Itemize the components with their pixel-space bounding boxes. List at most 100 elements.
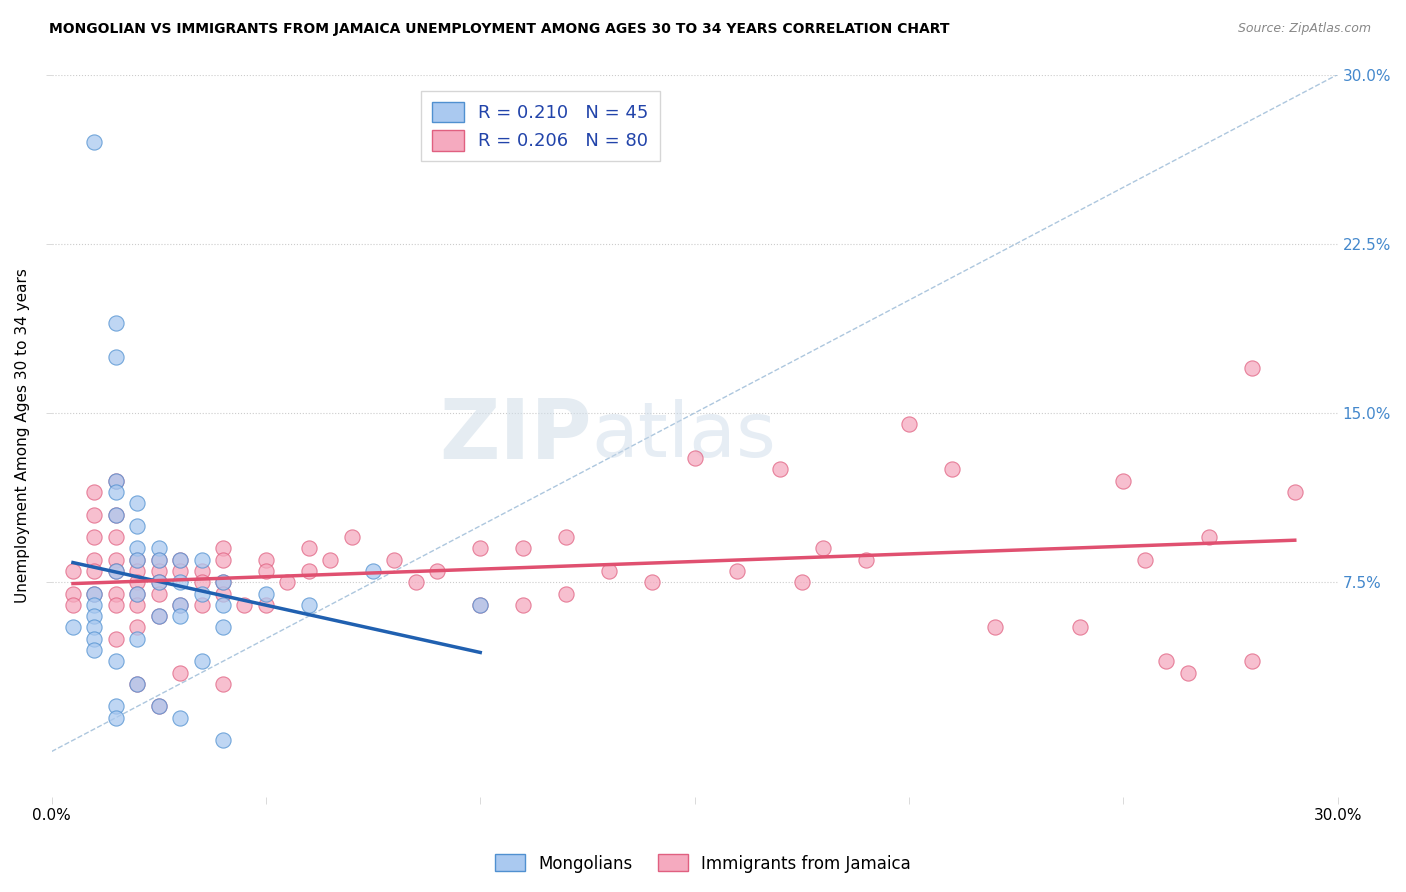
Point (1133, 552, 1156, 566)
Point (1112, 474, 1135, 488)
Point (148, 699, 170, 714)
Point (254, 598, 277, 612)
Point (212, 552, 235, 566)
Legend: R = 0.210   N = 45, R = 0.206   N = 80: R = 0.210 N = 45, R = 0.206 N = 80 (420, 91, 659, 161)
Point (104, 654, 127, 668)
Point (298, 541, 321, 556)
Point (598, 564, 620, 578)
Y-axis label: Unemployment Among Ages 30 to 34 years: Unemployment Among Ages 30 to 34 years (15, 268, 30, 603)
Point (127, 677, 149, 691)
Point (104, 485, 127, 500)
Point (104, 586, 127, 600)
Point (1284, 485, 1306, 500)
Point (104, 699, 127, 714)
Point (148, 609, 170, 624)
Text: MONGOLIAN VS IMMIGRANTS FROM JAMAICA UNEMPLOYMENT AMONG AGES 30 TO 34 YEARS CORR: MONGOLIAN VS IMMIGRANTS FROM JAMAICA UNE… (49, 22, 949, 37)
Point (127, 620, 149, 634)
Point (83, 609, 105, 624)
Point (941, 462, 963, 476)
Point (148, 552, 170, 566)
Point (169, 665, 191, 680)
Point (254, 552, 277, 566)
Point (104, 564, 127, 578)
Point (641, 575, 664, 590)
Point (148, 575, 170, 590)
Point (769, 462, 792, 476)
Point (148, 541, 170, 556)
Point (83, 530, 105, 544)
Point (83, 620, 105, 634)
Point (1177, 665, 1199, 680)
Point (148, 575, 170, 590)
Point (727, 564, 749, 578)
Point (127, 496, 149, 510)
Point (212, 677, 235, 691)
Point (148, 552, 170, 566)
Legend: Mongolians, Immigrants from Jamaica: Mongolians, Immigrants from Jamaica (488, 847, 918, 880)
Point (361, 564, 384, 578)
Point (212, 575, 235, 590)
Point (683, 451, 706, 466)
Point (190, 598, 212, 612)
Point (298, 564, 321, 578)
Point (190, 586, 212, 600)
Point (104, 598, 127, 612)
Point (83, 508, 105, 522)
Text: Source: ZipAtlas.com: Source: ZipAtlas.com (1237, 22, 1371, 36)
Point (127, 575, 149, 590)
Point (897, 417, 920, 432)
Point (62, 564, 84, 578)
Point (127, 564, 149, 578)
Point (104, 530, 127, 544)
Point (983, 620, 1005, 634)
Point (104, 474, 127, 488)
Point (855, 552, 877, 566)
Point (1154, 654, 1177, 668)
Point (190, 564, 212, 578)
Point (104, 564, 127, 578)
Text: atlas: atlas (592, 399, 776, 473)
Point (384, 552, 406, 566)
Point (83, 135, 105, 149)
Point (148, 699, 170, 714)
Point (127, 632, 149, 646)
Point (169, 711, 191, 725)
Point (169, 609, 191, 624)
Point (1240, 360, 1263, 375)
Point (104, 508, 127, 522)
Point (104, 474, 127, 488)
Point (104, 632, 127, 646)
Point (1198, 530, 1220, 544)
Point (190, 552, 212, 566)
Point (340, 530, 363, 544)
Point (555, 586, 578, 600)
Point (190, 654, 212, 668)
Point (555, 530, 578, 544)
Point (790, 575, 813, 590)
Point (212, 733, 235, 747)
Point (148, 564, 170, 578)
Point (212, 575, 235, 590)
Point (169, 598, 191, 612)
Point (127, 586, 149, 600)
Point (62, 598, 84, 612)
Point (276, 575, 298, 590)
Point (169, 564, 191, 578)
Point (127, 552, 149, 566)
Point (127, 598, 149, 612)
Point (1240, 654, 1263, 668)
Point (104, 316, 127, 330)
Point (405, 575, 427, 590)
Point (470, 541, 492, 556)
Point (127, 586, 149, 600)
Point (83, 552, 105, 566)
Point (212, 598, 235, 612)
Point (212, 586, 235, 600)
Point (1069, 620, 1091, 634)
Point (83, 643, 105, 657)
Point (83, 586, 105, 600)
Point (127, 541, 149, 556)
Point (319, 552, 342, 566)
Text: ZIP: ZIP (439, 395, 592, 476)
Point (169, 552, 191, 566)
